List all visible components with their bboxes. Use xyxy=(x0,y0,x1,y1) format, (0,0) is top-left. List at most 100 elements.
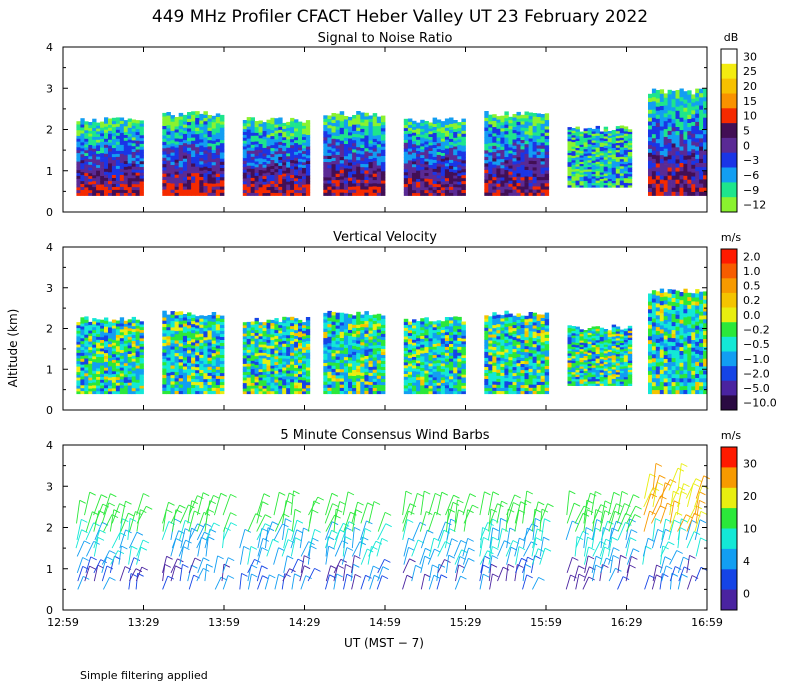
field-cell xyxy=(96,345,101,349)
field-cell xyxy=(294,125,299,129)
field-cell xyxy=(274,350,279,354)
field-cell xyxy=(648,93,653,99)
field-cell xyxy=(512,142,517,146)
field-cell xyxy=(250,363,255,367)
field-cell xyxy=(520,133,525,137)
field-cell xyxy=(348,350,353,355)
field-cell xyxy=(675,146,680,152)
field-cell xyxy=(270,322,275,326)
field-cell xyxy=(258,169,263,173)
field-cell xyxy=(699,138,704,143)
field-cell xyxy=(270,117,275,122)
field-cell xyxy=(691,172,696,177)
field-cell xyxy=(536,141,541,146)
field-cell xyxy=(607,180,613,184)
field-cell xyxy=(327,183,332,187)
field-cell xyxy=(540,164,545,168)
field-cell xyxy=(323,384,328,388)
field-cell xyxy=(254,390,259,395)
field-cell xyxy=(219,152,225,156)
field-cell xyxy=(119,317,125,321)
field-cell xyxy=(520,155,525,159)
field-cell xyxy=(119,329,125,333)
field-cell xyxy=(339,365,345,370)
field-cell xyxy=(254,155,259,159)
field-cell xyxy=(286,320,291,324)
field-cell xyxy=(372,170,378,174)
field-cell xyxy=(274,390,279,395)
field-cell xyxy=(687,102,692,107)
field-cell xyxy=(372,173,378,177)
field-cell xyxy=(258,358,263,362)
field-cell xyxy=(242,128,248,132)
field-cell xyxy=(187,185,192,190)
field-cell xyxy=(331,340,336,344)
field-cell xyxy=(599,135,605,139)
field-cell xyxy=(199,123,204,127)
field-cell xyxy=(195,348,200,353)
field-cell xyxy=(88,368,93,372)
field-cell xyxy=(250,159,255,163)
field-cell xyxy=(691,133,696,138)
field-cell xyxy=(599,176,605,179)
field-cell xyxy=(627,144,633,148)
field-cell xyxy=(323,170,328,175)
field-cell xyxy=(648,113,653,118)
field-cell xyxy=(119,337,125,342)
field-cell xyxy=(603,161,609,165)
field-cell xyxy=(302,181,307,185)
field-cell xyxy=(80,186,85,190)
field-cell xyxy=(80,121,85,125)
field-cell xyxy=(191,329,196,334)
field-cell xyxy=(655,179,661,184)
field-cell xyxy=(496,143,501,148)
field-cell xyxy=(651,101,657,106)
field-cell xyxy=(436,175,442,179)
field-cell xyxy=(84,175,89,179)
field-cell xyxy=(96,333,101,337)
field-cell xyxy=(108,332,113,336)
field-cell xyxy=(412,123,417,127)
field-cell xyxy=(599,165,605,169)
field-cell xyxy=(170,368,175,372)
field-cell xyxy=(211,171,217,175)
field-cell xyxy=(327,121,332,126)
field-cell xyxy=(199,113,204,118)
field-cell xyxy=(449,156,454,160)
field-cell xyxy=(270,177,275,181)
field-cell xyxy=(424,172,429,176)
field-cell xyxy=(352,354,357,358)
field-cell xyxy=(203,339,208,344)
field-cell xyxy=(360,335,365,340)
field-cell xyxy=(591,162,596,166)
field-cell xyxy=(587,132,592,136)
field-cell xyxy=(331,176,336,181)
field-cell xyxy=(84,331,89,335)
field-cell xyxy=(108,341,113,345)
field-cell xyxy=(687,134,692,140)
field-cell xyxy=(290,132,295,137)
field-cell xyxy=(651,183,657,188)
field-cell xyxy=(331,113,336,117)
field-cell xyxy=(327,124,332,129)
field-cell xyxy=(258,123,263,127)
field-cell xyxy=(528,141,533,145)
field-cell xyxy=(567,143,572,146)
field-cell xyxy=(496,122,501,126)
field-cell xyxy=(182,176,188,181)
field-cell xyxy=(111,331,117,335)
field-cell xyxy=(302,352,307,356)
field-cell xyxy=(290,141,295,146)
field-cell xyxy=(532,176,537,181)
field-cell xyxy=(663,187,668,192)
field-cell xyxy=(166,332,171,337)
field-cell xyxy=(403,166,409,170)
field-cell xyxy=(659,183,665,188)
field-cell xyxy=(488,133,493,137)
field-cell xyxy=(360,173,365,177)
field-cell xyxy=(368,174,373,178)
field-cell xyxy=(484,150,489,154)
field-cell xyxy=(131,178,136,182)
field-cell xyxy=(119,323,125,327)
field-cell xyxy=(302,187,307,191)
